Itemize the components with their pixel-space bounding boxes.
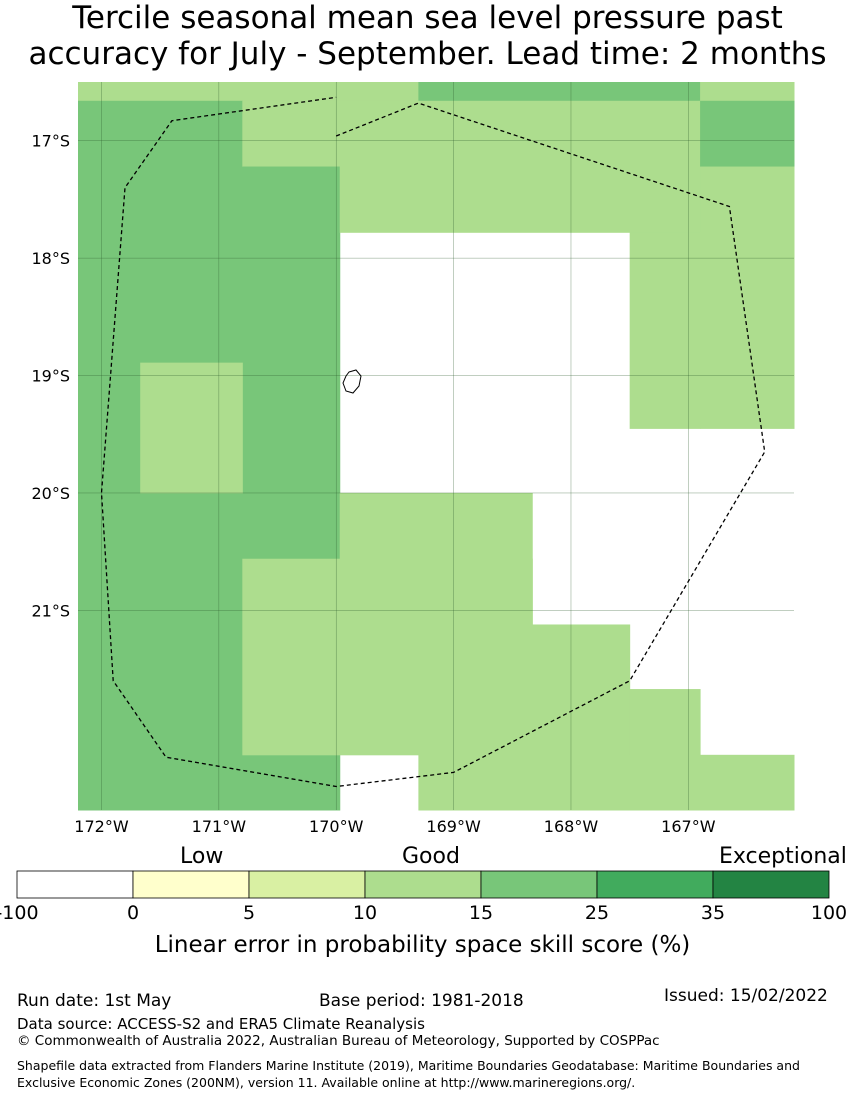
- colorbar-tick-label: 0: [126, 902, 140, 924]
- colorbar-tick-label: 10: [352, 902, 378, 924]
- grid-cell: [78, 82, 419, 102]
- colorbar-bin: [16, 870, 134, 899]
- colorbar-tick-label: 100: [810, 902, 848, 924]
- colorbar-bin: [480, 870, 598, 899]
- latitude-label: 17°S: [31, 132, 70, 151]
- grid-cell: [532, 624, 631, 756]
- grid-cell: [629, 689, 701, 756]
- eez-boundary: [100, 96, 766, 788]
- colorbar-label-exceptional: Exceptional: [719, 844, 847, 869]
- colorbar-title: Linear error in probability space skill …: [154, 932, 691, 958]
- colorbar-label-good: Good: [402, 844, 460, 869]
- grid-cell: [418, 754, 795, 811]
- longitude-label: 168°W: [544, 817, 599, 836]
- data-source: Data source: ACCESS-S2 and ERA5 Climate …: [17, 1015, 425, 1033]
- longitude-label: 172°W: [74, 817, 129, 836]
- longitude-label: 170°W: [309, 817, 364, 836]
- longitude-label: 171°W: [192, 817, 247, 836]
- longitude-label: 167°W: [661, 817, 716, 836]
- colorbar-tick-label: 15: [468, 902, 494, 924]
- colorbar-bin: [248, 870, 366, 899]
- longitude-label: 169°W: [426, 817, 481, 836]
- colorbar-tick-label: 25: [584, 902, 610, 924]
- latitude-tick-labels: 17°S 18°S 19°S 20°S 21°S: [31, 132, 70, 621]
- colorbar-tick-label: 5: [242, 902, 256, 924]
- latitude-label: 21°S: [31, 601, 70, 620]
- issued-date: Issued: 15/02/2022: [664, 986, 828, 1006]
- skill-map: 172°W 171°W 170°W 169°W 168°W 167°W 17°S18°S1…: [31, 82, 795, 836]
- longitude-tick-labels: 172°W 171°W 170°W 169°W 168°W 167°W: [74, 817, 715, 836]
- base-period: Base period: 1981-2018: [319, 991, 524, 1011]
- grid-cell: [700, 166, 795, 429]
- map-title: Tercile seasonal mean sea level pressure…: [0, 0, 855, 72]
- latitude-label: 18°S: [31, 249, 70, 268]
- colorbar: [16, 870, 830, 899]
- colorbar-tick-label: -100: [0, 902, 39, 924]
- colorbar-bin: [132, 870, 250, 899]
- run-date: Run date: 1st May: [17, 991, 172, 1011]
- grid-cell: [629, 232, 701, 429]
- copyright: © Commonwealth of Australia 2022, Austra…: [17, 1033, 660, 1049]
- colorbar-label-low: Low: [180, 844, 224, 869]
- colorbar-bin: [712, 870, 830, 899]
- colorbar-bin: [596, 870, 714, 899]
- grid-cell: [242, 558, 533, 756]
- latitude-label: 20°S: [31, 484, 70, 503]
- grid-cell: [418, 82, 701, 102]
- colorbar-bin: [364, 870, 482, 899]
- skill-grid-cells: [78, 82, 795, 811]
- grid-cell: [700, 100, 795, 168]
- title-line-1: Tercile seasonal mean sea level pressure…: [72, 0, 783, 36]
- grid-cell: [700, 82, 795, 102]
- latitude-label: 19°S: [31, 367, 70, 386]
- grid-cell: [339, 100, 701, 233]
- graticule: [78, 82, 794, 810]
- island-outline: [342, 369, 362, 394]
- shapefile-credit: Shapefile data extracted from Flanders M…: [17, 1058, 800, 1090]
- grid-cell: [140, 362, 243, 494]
- colorbar-tick-label: 35: [700, 902, 726, 924]
- title-line-2: accuracy for July - September. Lead time…: [28, 36, 827, 72]
- grid-cell: [242, 100, 341, 168]
